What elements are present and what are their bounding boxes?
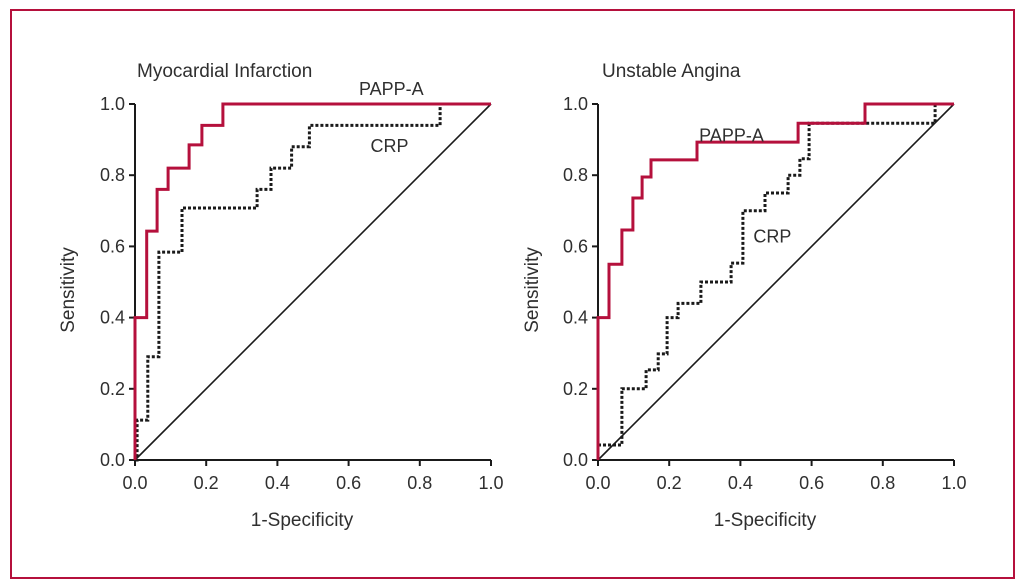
y-tick-label: 0.4 (563, 308, 588, 328)
plot-marks: PAPP-A CRP (133, 79, 492, 462)
chart-myocardial-infarction: Myocardial Infarction 1-Specificity Sens… (58, 61, 504, 531)
plot-marks: PAPP-A CRP (596, 102, 955, 461)
y-tick-label: 0.2 (100, 379, 125, 399)
x-tick-label: 0.6 (799, 473, 824, 493)
series-label-crp: CRP (371, 136, 409, 156)
series-label-crp: CRP (753, 227, 791, 247)
x-tick-label: 0.0 (122, 473, 147, 493)
y-tick-label: 0.4 (100, 308, 125, 328)
y-tick-label: 0.8 (100, 165, 125, 185)
x-tick-label: 0.4 (728, 473, 753, 493)
series-line-papp-a (133, 102, 491, 460)
y-tick-label: 0.8 (563, 165, 588, 185)
x-axis-title: 1-Specificity (251, 510, 354, 531)
chart-title: Myocardial Infarction (137, 61, 312, 82)
reference-diagonal-line (134, 103, 492, 461)
series-line-papp-a (596, 102, 954, 460)
x-tick-label: 1.0 (941, 473, 966, 493)
x-tick-label: 0.6 (336, 473, 361, 493)
chart-unstable-angina: Unstable Angina 1-Specificity Sensitivit… (522, 61, 967, 531)
y-axis-title: Sensitivity (58, 247, 79, 333)
x-tick-label: 0.8 (407, 473, 432, 493)
y-tick-label: 1.0 (100, 94, 125, 114)
x-tick-label: 0.0 (585, 473, 610, 493)
x-tick-label: 1.0 (478, 473, 503, 493)
reference-diagonal-line (597, 103, 955, 461)
y-tick-label: 0.0 (563, 450, 588, 470)
series-label-papp-a: PAPP-A (699, 125, 764, 145)
x-tick-label: 0.4 (265, 473, 290, 493)
x-tick-label: 0.2 (657, 473, 682, 493)
y-tick-label: 0.0 (100, 450, 125, 470)
y-tick-label: 0.6 (563, 236, 588, 256)
y-tick-label: 0.6 (100, 236, 125, 256)
x-tick-label: 0.8 (870, 473, 895, 493)
y-axis-title: Sensitivity (522, 247, 543, 333)
y-tick-label: 0.2 (563, 379, 588, 399)
figure-frame (10, 9, 1015, 579)
series-line-crp (596, 102, 954, 460)
chart-title: Unstable Angina (602, 61, 741, 82)
y-tick-label: 1.0 (563, 94, 588, 114)
x-axis-title: 1-Specificity (714, 510, 817, 531)
x-tick-label: 0.2 (194, 473, 219, 493)
series-line-crp (135, 102, 491, 462)
series-label-papp-a: PAPP-A (359, 79, 424, 99)
